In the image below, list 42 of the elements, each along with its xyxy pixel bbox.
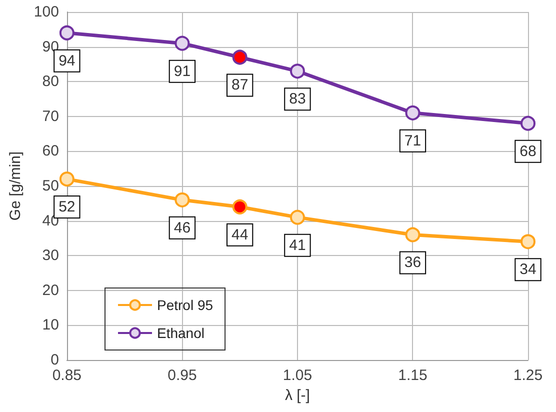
x-tick-label: 0.95 bbox=[168, 367, 197, 384]
data-label: 52 bbox=[58, 198, 76, 216]
y-tick-label: 30 bbox=[42, 247, 59, 264]
y-tick-label: 20 bbox=[42, 282, 59, 299]
data-label: 83 bbox=[289, 90, 306, 108]
point bbox=[232, 50, 248, 65]
data-label: 46 bbox=[174, 219, 191, 236]
y-tick-label: 80 bbox=[42, 73, 59, 90]
y-tick-label: 10 bbox=[42, 316, 59, 334]
x-tick-label: 1.15 bbox=[398, 367, 428, 384]
legend-label: Petrol 95 bbox=[157, 297, 214, 313]
point bbox=[405, 227, 420, 242]
data-label: 36 bbox=[404, 254, 422, 272]
point bbox=[405, 105, 420, 120]
data-label: 94 bbox=[58, 52, 76, 70]
data-label: 44 bbox=[231, 226, 248, 244]
x-tick-label: 1.25 bbox=[513, 367, 543, 384]
y-tick-label: 70 bbox=[42, 108, 59, 125]
point bbox=[520, 234, 536, 250]
point bbox=[290, 64, 305, 79]
y-axis-title: Ge [g/min] bbox=[7, 151, 24, 221]
point bbox=[232, 199, 248, 214]
point bbox=[59, 25, 74, 40]
x-axis-title: λ [-] bbox=[284, 387, 310, 404]
point bbox=[174, 192, 190, 208]
point bbox=[59, 172, 74, 187]
point bbox=[520, 116, 536, 131]
data-label: 41 bbox=[289, 236, 306, 254]
y-tick-label: 100 bbox=[34, 4, 59, 20]
data-label: 71 bbox=[404, 132, 422, 150]
y-tick-label: 60 bbox=[42, 142, 59, 160]
data-label: 34 bbox=[520, 261, 536, 278]
point bbox=[290, 210, 305, 225]
y-tick-label: 0 bbox=[50, 352, 59, 368]
x-tick-label: 0.85 bbox=[52, 367, 82, 384]
data-label: 87 bbox=[231, 76, 248, 94]
legend-label: Ethanol bbox=[157, 325, 204, 341]
data-label: 91 bbox=[174, 62, 191, 80]
point bbox=[174, 36, 190, 51]
y-tick-label: 50 bbox=[42, 178, 59, 194]
x-tick-label: 1.05 bbox=[282, 367, 312, 384]
data-label: 68 bbox=[520, 142, 536, 160]
